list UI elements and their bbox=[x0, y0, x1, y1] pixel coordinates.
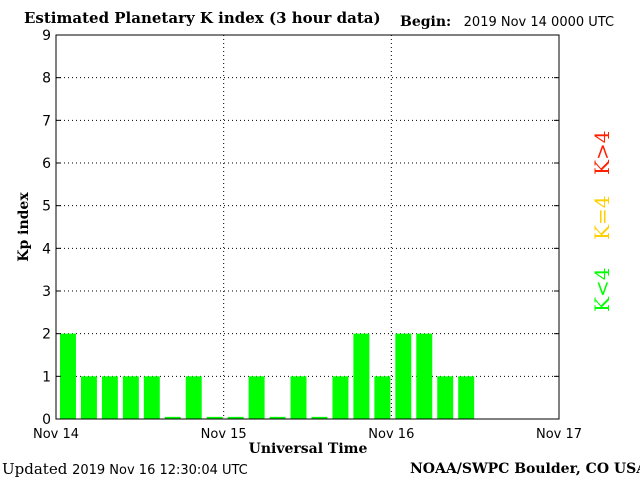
kp-bar bbox=[164, 416, 181, 419]
grid-lines bbox=[56, 35, 559, 419]
kp-bar bbox=[185, 376, 202, 419]
y-tick-label: 4 bbox=[42, 241, 51, 257]
updated-label: Updated bbox=[2, 460, 68, 478]
updated-info: Updated 2019 Nov 16 12:30:04 UTC bbox=[2, 460, 248, 478]
x-axis-ticks: Nov 14 Nov 15 Nov 16 Nov 17 bbox=[33, 427, 582, 442]
legend-k-below-4: K<4 bbox=[590, 267, 614, 312]
kp-bar bbox=[458, 376, 475, 419]
kp-bar bbox=[353, 333, 370, 419]
kp-bar bbox=[311, 416, 328, 419]
updated-value: 2019 Nov 16 12:30:04 UTC bbox=[72, 463, 248, 478]
x-tick-label: Nov 17 bbox=[536, 427, 582, 442]
kp-bar bbox=[122, 376, 139, 419]
kp-bar bbox=[332, 376, 349, 419]
x-tick-label: Nov 15 bbox=[201, 427, 247, 442]
y-axis-ticks: 0 1 2 3 4 5 6 7 8 9 bbox=[42, 28, 559, 428]
kp-bar bbox=[290, 376, 307, 419]
credit-text: NOAA/SWPC Boulder, CO USA bbox=[410, 461, 640, 477]
legend-k-above-4: K>4 bbox=[590, 130, 614, 175]
kp-bar bbox=[416, 333, 433, 419]
y-tick-label: 8 bbox=[42, 71, 51, 87]
begin-info: Begin: 2019 Nov 14 0000 UTC bbox=[400, 14, 614, 30]
kp-bars bbox=[60, 333, 475, 419]
kp-bar bbox=[206, 416, 223, 419]
y-tick-label: 9 bbox=[42, 28, 51, 44]
kp-bar bbox=[60, 333, 76, 419]
y-tick-label: 3 bbox=[42, 284, 51, 300]
y-axis-label: Kp index bbox=[16, 192, 32, 262]
kp-bar bbox=[395, 333, 412, 419]
x-axis-label: Universal Time bbox=[249, 441, 368, 457]
y-tick-label: 2 bbox=[42, 327, 51, 343]
y-tick-label: 1 bbox=[42, 369, 51, 385]
kp-bar bbox=[143, 376, 160, 419]
chart-title: Estimated Planetary K index (3 hour data… bbox=[24, 9, 381, 27]
x-tick-label: Nov 16 bbox=[368, 427, 414, 442]
kp-bar bbox=[437, 376, 454, 419]
plot-frame bbox=[55, 34, 560, 420]
kp-bar bbox=[269, 416, 286, 419]
y-tick-label: 5 bbox=[42, 199, 51, 215]
kp-bar bbox=[374, 376, 391, 419]
y-tick-label: 6 bbox=[42, 156, 51, 172]
y-tick-label: 7 bbox=[42, 113, 51, 129]
kp-bar bbox=[101, 376, 118, 419]
begin-value: 2019 Nov 14 0000 UTC bbox=[463, 15, 615, 30]
kp-bar bbox=[248, 376, 265, 419]
x-tick-label: Nov 14 bbox=[33, 427, 79, 442]
y-tick-label: 0 bbox=[42, 412, 51, 428]
kp-bar bbox=[227, 416, 244, 419]
kp-bar bbox=[80, 376, 97, 419]
begin-label: Begin: bbox=[400, 14, 452, 30]
legend-k-equal-4: K=4 bbox=[590, 195, 614, 240]
